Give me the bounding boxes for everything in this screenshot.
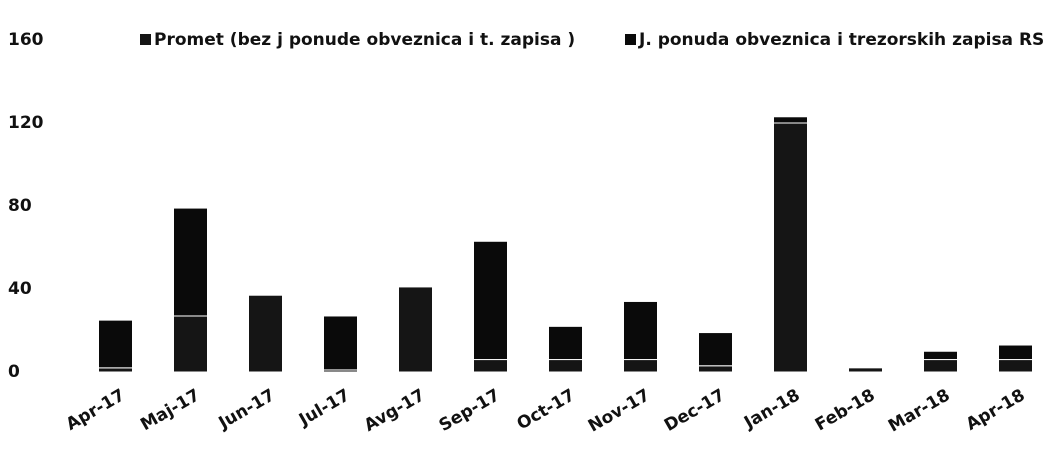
bar-segment	[698, 365, 733, 373]
x-tick-label: Nov-17	[585, 385, 654, 436]
bar-segment	[473, 359, 508, 373]
bar-segment	[623, 300, 658, 361]
bar-segment	[398, 286, 433, 373]
bar-segment	[998, 344, 1033, 361]
legend-swatch	[625, 34, 636, 45]
bar-segment	[923, 359, 958, 373]
x-tick-label: Avg-17	[361, 385, 429, 436]
bar-segment	[998, 359, 1033, 373]
y-tick-label: 160	[8, 30, 44, 50]
x-tick-label: Oct-17	[514, 385, 579, 434]
legend-label: J. ponuda obveznica i trezorskih zapisa …	[638, 30, 1044, 50]
bar-segment	[548, 359, 583, 373]
y-tick-label: 40	[8, 279, 32, 299]
bar-segment	[98, 367, 133, 373]
x-tick-label: Jan-18	[740, 385, 803, 433]
y-tick-label: 80	[8, 196, 32, 216]
y-tick-label: 0	[8, 362, 20, 382]
bar-segment	[173, 315, 208, 373]
bar-segment	[323, 315, 358, 371]
bar-segment	[698, 332, 733, 367]
bar-segment	[773, 116, 808, 124]
legend-label: Promet (bez j ponude obveznica i t. zapi…	[154, 30, 575, 50]
bar-segment	[923, 350, 958, 361]
bar-segment	[98, 319, 133, 369]
bar-segment	[173, 207, 208, 317]
bar-segment	[473, 240, 508, 361]
x-tick-label: Jul-17	[295, 385, 353, 430]
x-tick-label: Apr-17	[63, 385, 129, 435]
x-tick-label: Maj-17	[137, 385, 203, 435]
bar-segment	[623, 359, 658, 373]
bar-segment	[548, 325, 583, 361]
x-tick-label: Jun-17	[215, 385, 279, 433]
x-tick-label: Sep-17	[436, 385, 504, 436]
x-tick-label: Feb-18	[812, 385, 879, 435]
bar-segment	[848, 367, 883, 373]
x-tick-label: Mar-18	[885, 385, 953, 436]
x-tick-label: Dec-17	[661, 385, 729, 436]
y-tick-label: 120	[8, 113, 44, 133]
bar-segment	[248, 294, 283, 373]
x-tick-label: Apr-18	[963, 385, 1029, 435]
legend-swatch	[140, 34, 151, 45]
bar-segment	[773, 122, 808, 373]
